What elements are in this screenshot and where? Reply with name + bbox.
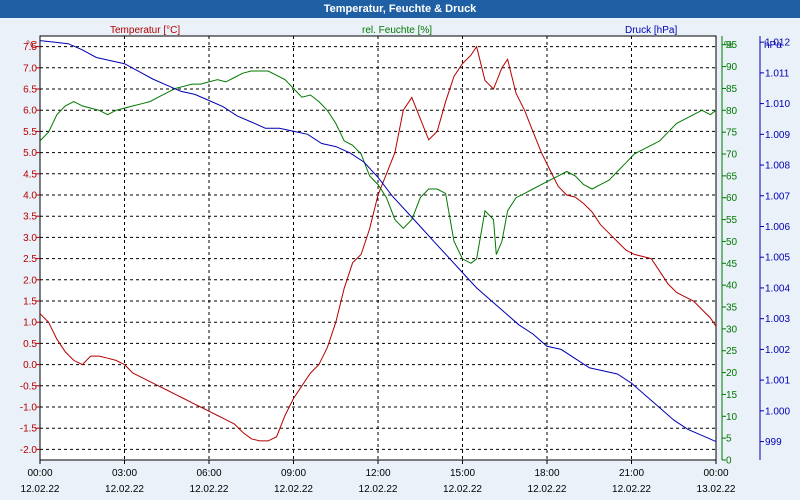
pressure-tick-label: 1.005 <box>765 253 790 264</box>
x-date-label: 12.02.22 <box>190 484 229 495</box>
humidity-tick-label: 15 <box>726 390 738 401</box>
temperature-tick-label: 4.5 <box>23 169 37 180</box>
pressure-tick-label: 999 <box>765 437 782 448</box>
legend-humidity: rel. Feuchte [%] <box>362 25 432 36</box>
pressure-tick-label: 1.012 <box>765 38 790 49</box>
pressure-tick-label: 1.009 <box>765 130 790 141</box>
humidity-tick-label: 40 <box>726 281 738 292</box>
temperature-tick-label: -1.0 <box>20 403 38 414</box>
temperature-line <box>39 45 717 442</box>
temperature-tick-label: 1.5 <box>23 297 37 308</box>
humidity-tick-label: 35 <box>726 303 738 314</box>
humidity-tick-label: 10 <box>726 412 738 423</box>
chart-title: Temperatur, Feuchte & Druck <box>323 3 477 15</box>
temperature-tick-label: 5.5 <box>23 127 37 138</box>
legend-temperature: Temperatur [°C] <box>110 25 180 36</box>
temperature-tick-label: 2.5 <box>23 254 37 265</box>
humidity-tick-label: 55 <box>726 215 738 226</box>
temperature-tick-label: 6.5 <box>23 85 37 96</box>
x-date-label: 12.02.22 <box>528 484 567 495</box>
x-date-label: 12.02.22 <box>612 484 651 495</box>
humidity-tick-label: 80 <box>726 106 738 117</box>
pressure-tick-label: 1.011 <box>765 68 790 79</box>
pressure-tick-label: 1.008 <box>765 161 790 172</box>
pressure-tick-label: 1.000 <box>765 406 790 417</box>
temperature-tick-label: 7.5 <box>23 42 37 53</box>
x-tick-label: 00:00 <box>27 468 52 479</box>
humidity-unit-label: % <box>724 40 733 51</box>
x-tick-label: 12:00 <box>365 468 390 479</box>
humidity-tick-label: 75 <box>726 128 738 139</box>
humidity-tick-label: 95 <box>726 40 738 51</box>
pressure-tick-label: 1.002 <box>765 345 790 356</box>
humidity-tick-label: 30 <box>726 324 738 335</box>
humidity-tick-label: 65 <box>726 171 738 182</box>
temperature-tick-label: -2.0 <box>20 445 38 456</box>
pressure-tick-label: 1.006 <box>765 222 790 233</box>
temperature-tick-label: 0.5 <box>23 339 37 350</box>
x-tick-label: 06:00 <box>196 468 221 479</box>
x-date-label: 12.02.22 <box>105 484 144 495</box>
x-date-label: 12.02.22 <box>274 484 313 495</box>
humidity-tick-label: 50 <box>726 237 738 248</box>
humidity-tick-label: 25 <box>726 346 738 357</box>
grid <box>40 36 716 460</box>
temperature-tick-label: 5.0 <box>23 148 37 159</box>
humidity-tick-label: 90 <box>726 62 738 73</box>
pressure-tick-label: 1.001 <box>765 376 790 387</box>
tick-labels: 00:00 12.02.22 03:00 12.02.22 06:00 12.02.22 0… <box>20 38 791 495</box>
humidity-tick-label: 5 <box>726 434 732 445</box>
humidity-tick-label: 60 <box>726 193 738 204</box>
x-tick-label: 03:00 <box>112 468 137 479</box>
x-tick-label: 00:00 <box>703 468 728 479</box>
humidity-tick-label: 85 <box>726 84 738 95</box>
x-tick-label: 09:00 <box>281 468 306 479</box>
pressure-tick-label: 1.003 <box>765 314 790 325</box>
temperature-tick-label: 2.0 <box>23 275 37 286</box>
pressure-unit-label: hPa <box>764 40 782 51</box>
pressure-line <box>39 40 717 443</box>
temperature-tick-label: 7.0 <box>23 63 37 74</box>
legend-pressure: Druck [hPa] <box>625 25 677 36</box>
pressure-tick-label: 1.007 <box>765 191 790 202</box>
humidity-tick-label: 45 <box>726 259 738 270</box>
temperature-tick-label: 4.0 <box>23 191 37 202</box>
temperature-tick-label: 6.0 <box>23 106 37 117</box>
humidity-tick-label: 20 <box>726 368 738 379</box>
humidity-tick-label: 70 <box>726 150 738 161</box>
humidity-tick-label: 0 <box>726 456 732 467</box>
temperature-tick-label: -1.5 <box>20 424 38 435</box>
x-date-label: 12.02.22 <box>443 484 482 495</box>
axes <box>36 36 764 464</box>
temperature-unit-label: °C <box>26 40 37 51</box>
series-lines <box>39 40 717 443</box>
title-bar <box>0 0 800 18</box>
temperature-tick-label: 3.0 <box>23 233 37 244</box>
x-date-label: 13.02.22 <box>697 484 736 495</box>
temperature-tick-label: -0.5 <box>20 381 38 392</box>
pressure-tick-label: 1.010 <box>765 99 790 110</box>
humidity-line <box>39 70 717 264</box>
x-date-label: 12.02.22 <box>21 484 60 495</box>
x-date-label: 12.02.22 <box>359 484 398 495</box>
temperature-tick-label: 0.0 <box>23 360 37 371</box>
x-tick-label: 18:00 <box>534 468 559 479</box>
x-tick-label: 15:00 <box>450 468 475 479</box>
temperature-tick-label: 1.0 <box>23 318 37 329</box>
x-tick-label: 21:00 <box>619 468 644 479</box>
temperature-tick-label: 3.5 <box>23 212 37 223</box>
pressure-tick-label: 1.004 <box>765 283 790 294</box>
